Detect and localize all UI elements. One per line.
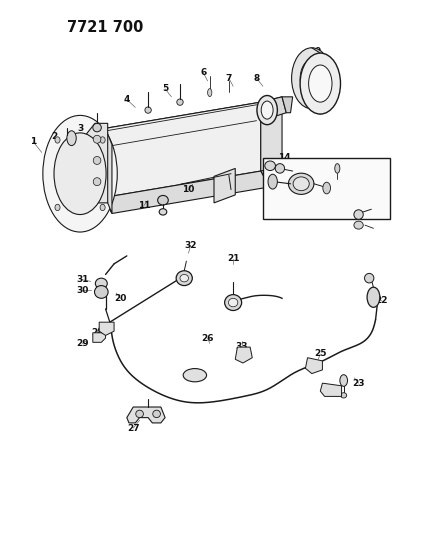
Ellipse shape bbox=[183, 368, 207, 382]
Ellipse shape bbox=[291, 48, 332, 109]
Polygon shape bbox=[104, 171, 269, 214]
Ellipse shape bbox=[268, 174, 277, 189]
Ellipse shape bbox=[136, 410, 143, 418]
Ellipse shape bbox=[93, 135, 101, 143]
Ellipse shape bbox=[177, 99, 183, 106]
Ellipse shape bbox=[300, 60, 324, 97]
Text: 29: 29 bbox=[76, 339, 89, 348]
Ellipse shape bbox=[43, 115, 117, 232]
Text: 11: 11 bbox=[137, 201, 150, 210]
Polygon shape bbox=[214, 168, 235, 203]
Ellipse shape bbox=[300, 53, 341, 114]
Polygon shape bbox=[261, 97, 282, 171]
Text: 25: 25 bbox=[314, 350, 327, 359]
Ellipse shape bbox=[55, 137, 60, 143]
Ellipse shape bbox=[275, 164, 285, 173]
Polygon shape bbox=[261, 97, 286, 118]
Ellipse shape bbox=[95, 286, 108, 298]
Ellipse shape bbox=[293, 177, 309, 191]
Ellipse shape bbox=[288, 173, 314, 195]
Ellipse shape bbox=[341, 393, 347, 398]
Text: 20: 20 bbox=[114, 294, 127, 303]
Polygon shape bbox=[93, 333, 106, 342]
Ellipse shape bbox=[354, 210, 363, 219]
Text: 15: 15 bbox=[269, 169, 282, 178]
Ellipse shape bbox=[180, 274, 188, 282]
Ellipse shape bbox=[208, 88, 212, 96]
Text: 17: 17 bbox=[293, 190, 305, 199]
Ellipse shape bbox=[323, 182, 330, 194]
Ellipse shape bbox=[340, 375, 348, 386]
Text: 5: 5 bbox=[162, 84, 168, 93]
Polygon shape bbox=[282, 97, 293, 113]
Polygon shape bbox=[235, 347, 252, 363]
Text: 30: 30 bbox=[76, 286, 88, 295]
Text: 19: 19 bbox=[367, 212, 380, 221]
Text: 33: 33 bbox=[235, 342, 248, 351]
Ellipse shape bbox=[93, 177, 101, 185]
Text: 27: 27 bbox=[127, 424, 140, 433]
Text: 3: 3 bbox=[77, 124, 83, 133]
Ellipse shape bbox=[229, 298, 238, 307]
Text: 10: 10 bbox=[182, 185, 195, 194]
Text: 6: 6 bbox=[200, 68, 206, 77]
Ellipse shape bbox=[367, 287, 380, 308]
Polygon shape bbox=[261, 102, 269, 187]
Text: 9: 9 bbox=[315, 47, 321, 56]
Polygon shape bbox=[127, 407, 165, 423]
Text: 28: 28 bbox=[91, 328, 103, 337]
Ellipse shape bbox=[159, 209, 167, 215]
Ellipse shape bbox=[257, 95, 277, 125]
Text: 32: 32 bbox=[184, 241, 197, 250]
Text: 12: 12 bbox=[369, 174, 382, 183]
Text: 21: 21 bbox=[227, 254, 239, 263]
Ellipse shape bbox=[95, 278, 107, 289]
Text: 14: 14 bbox=[278, 154, 291, 163]
Ellipse shape bbox=[309, 65, 332, 102]
Ellipse shape bbox=[335, 164, 340, 173]
Text: 22: 22 bbox=[376, 296, 388, 305]
Polygon shape bbox=[104, 102, 261, 198]
Polygon shape bbox=[99, 322, 114, 335]
Polygon shape bbox=[106, 128, 112, 214]
Text: 16: 16 bbox=[273, 180, 286, 189]
Ellipse shape bbox=[93, 157, 101, 165]
Ellipse shape bbox=[225, 295, 242, 311]
Text: 7721 700: 7721 700 bbox=[67, 20, 144, 35]
Text: 26: 26 bbox=[201, 334, 214, 343]
Text: 8: 8 bbox=[253, 74, 260, 83]
Text: 18: 18 bbox=[367, 196, 380, 205]
Polygon shape bbox=[306, 358, 322, 374]
Text: 1: 1 bbox=[30, 138, 36, 147]
Text: 7: 7 bbox=[226, 74, 232, 83]
Ellipse shape bbox=[158, 196, 168, 205]
Text: 13: 13 bbox=[331, 164, 344, 173]
Ellipse shape bbox=[54, 133, 106, 215]
Polygon shape bbox=[320, 383, 342, 397]
Ellipse shape bbox=[93, 123, 101, 132]
Text: 2: 2 bbox=[51, 132, 58, 141]
Bar bbox=[263, 158, 390, 219]
Polygon shape bbox=[104, 102, 269, 144]
Ellipse shape bbox=[365, 273, 374, 283]
Text: 31: 31 bbox=[76, 275, 89, 284]
Text: 23: 23 bbox=[352, 378, 365, 387]
Polygon shape bbox=[86, 123, 108, 203]
Ellipse shape bbox=[261, 101, 273, 119]
Ellipse shape bbox=[153, 410, 160, 418]
Ellipse shape bbox=[100, 204, 105, 211]
Ellipse shape bbox=[265, 161, 276, 171]
Ellipse shape bbox=[55, 204, 60, 211]
Ellipse shape bbox=[67, 131, 76, 146]
Text: 24: 24 bbox=[322, 386, 335, 395]
Ellipse shape bbox=[354, 221, 363, 229]
Text: 4: 4 bbox=[124, 95, 130, 104]
Ellipse shape bbox=[100, 137, 105, 143]
Ellipse shape bbox=[176, 271, 192, 286]
Ellipse shape bbox=[145, 107, 151, 114]
